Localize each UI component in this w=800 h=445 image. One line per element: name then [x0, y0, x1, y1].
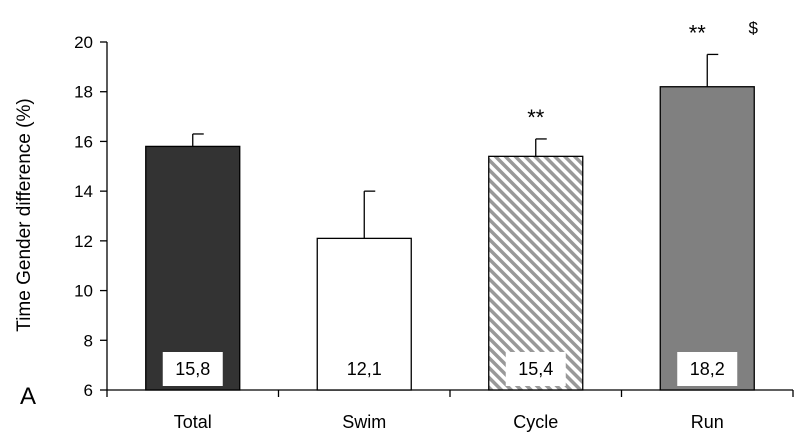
y-tick-label: 6 [84, 381, 93, 400]
labels: Time Gender difference (%) A [14, 98, 36, 410]
value-label-box [677, 352, 738, 386]
category-label-swim: Swim [342, 412, 386, 432]
y-tick-label: 14 [74, 182, 93, 201]
bar-run [659, 86, 755, 391]
y-tick-label: 20 [74, 33, 93, 52]
value-label-cycle: 15,4 [518, 359, 553, 379]
value-label-box [162, 352, 223, 386]
category-label-run: Run [691, 412, 724, 432]
bar-total [145, 145, 241, 391]
value-label-box [505, 352, 566, 386]
value-label-box [334, 352, 395, 386]
panel-letter: A [20, 383, 36, 410]
value-label-swim: 12,1 [347, 359, 382, 379]
annotation-significance: ** [527, 105, 545, 130]
bars: 15,8 Total 12,1 Swim 15,4 Cycle ** 18,2 Run ** $ [145, 18, 759, 432]
category-label-cycle: Cycle [513, 412, 558, 432]
value-label-run: 18,2 [690, 359, 725, 379]
y-tick-label: 8 [84, 331, 93, 350]
y-tick-label: 16 [74, 132, 93, 151]
y-tick-label: 10 [74, 282, 93, 301]
annotation-dollar: $ [749, 18, 759, 37]
y-tick-label: 18 [74, 83, 93, 102]
bar-cycle [488, 155, 584, 391]
category-label-total: Total [174, 412, 212, 432]
value-label-total: 15,8 [175, 359, 210, 379]
annotation-significance: ** [689, 20, 707, 45]
y-axis-label: Time Gender difference (%) [14, 98, 35, 331]
y-tick-label: 12 [74, 232, 93, 251]
